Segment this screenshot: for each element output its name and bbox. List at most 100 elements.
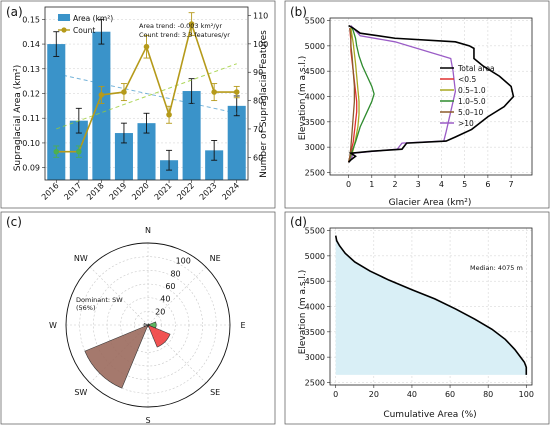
panel-b-xtick-label: 3 bbox=[416, 180, 421, 189]
sector-SE bbox=[147, 324, 171, 348]
area-trend-line bbox=[56, 73, 237, 114]
panel-b-xtick-label: 4 bbox=[439, 180, 444, 189]
panel-b-xlabel: Glacier Area (km²) bbox=[389, 198, 472, 208]
panel-d-ytick-label: 4500 bbox=[305, 277, 325, 286]
panel-a-ytick-label: 0.11 bbox=[22, 114, 40, 123]
area-bar-2018 bbox=[92, 31, 111, 181]
polar-spoke bbox=[147, 266, 207, 326]
panel-c-direction-labels: N NE E SE S SW W NW bbox=[49, 226, 245, 425]
legend-label-count: Count bbox=[73, 26, 95, 35]
panel-d-x-ticks: 0 20 40 60 80 100 bbox=[333, 385, 534, 399]
count-point-2024 bbox=[233, 89, 240, 95]
panel-d-ytick-label: 5000 bbox=[305, 252, 325, 261]
panel-d-ytick-label: 5500 bbox=[305, 227, 325, 236]
panel-d-frame bbox=[284, 211, 550, 425]
panel-b-xtick-label: 5 bbox=[462, 180, 467, 189]
panel-label-a: (a) bbox=[6, 5, 23, 19]
panel-a-bars bbox=[47, 18, 246, 181]
panel-d-ytick-label: 2500 bbox=[305, 378, 325, 387]
radial-tick-label: 20 bbox=[155, 307, 165, 316]
panel-a-trend-lines bbox=[56, 63, 237, 130]
direction-label-SW: SW bbox=[74, 388, 87, 397]
polar-ring bbox=[120, 297, 176, 353]
profile-line bbox=[347, 24, 515, 163]
panel-a-annotation-area-trend: Area trend: -0.003 km²/yr bbox=[139, 22, 222, 30]
panel-label-b: (b) bbox=[290, 5, 307, 19]
panel-b-x-ticks: 0 1 2 3 4 5 6 7 bbox=[346, 175, 514, 189]
panel-d-ytick-label: 4000 bbox=[305, 303, 325, 312]
count-trend-line bbox=[56, 63, 237, 130]
panel-d-xlabel: Cumulative Area (%) bbox=[383, 410, 476, 420]
legend-swatch-area bbox=[58, 14, 70, 21]
panel-label-d: (d) bbox=[290, 215, 307, 229]
panel-d-xtick-label: 100 bbox=[519, 390, 534, 399]
area-bar-2019 bbox=[114, 133, 133, 180]
panel-d-annotation-median: Median: 4075 m bbox=[470, 264, 523, 272]
direction-label-S: S bbox=[145, 416, 150, 425]
panel-a-xtick-label: 2018 bbox=[85, 181, 106, 202]
panel-a-ytick-label: 0.14 bbox=[22, 40, 40, 49]
panel-c-frame bbox=[0, 211, 276, 425]
panel-b-ytick-label: 4500 bbox=[305, 67, 325, 76]
direction-label-W: W bbox=[49, 321, 57, 330]
panel-b-ytick-label: 5500 bbox=[305, 17, 325, 26]
panel-a-ytick-label: 0.13 bbox=[22, 65, 40, 74]
panel-b-ytick-label: 2500 bbox=[305, 168, 325, 177]
panel-a-xtick-label: 2016 bbox=[40, 181, 61, 202]
count-point-2021 bbox=[166, 111, 172, 118]
legend-swatch-count-marker bbox=[61, 27, 67, 33]
panel-d-xtick-label: 80 bbox=[483, 390, 493, 399]
panel-b-ytick-label: 5000 bbox=[305, 42, 325, 51]
panel-b-xtick-label: 6 bbox=[485, 180, 490, 189]
panel-a-ytick-label: 0.15 bbox=[22, 15, 40, 24]
panel-a-y2tick-label: 90 bbox=[253, 68, 263, 77]
panel-c-annotation-percent: (56%) bbox=[76, 304, 96, 312]
panel-b-xtick-label: 1 bbox=[369, 180, 374, 189]
panel-b-ytick-label: 3000 bbox=[305, 143, 325, 152]
panel-a-ytick-label: 0.12 bbox=[22, 90, 40, 99]
direction-label-NE: NE bbox=[210, 254, 221, 263]
panel-a-xtick-label: 2017 bbox=[62, 181, 83, 202]
count-point-2020 bbox=[143, 43, 150, 50]
panel-a-ylabel: Supraglacial Area (km²) bbox=[13, 65, 23, 172]
panel-d-xtick-label: 0 bbox=[333, 390, 338, 399]
panel-a-y2label: Number of Supraglacial Features bbox=[259, 30, 269, 178]
panel-d-ylabel: Elevation (m a.s.l.) bbox=[298, 270, 308, 355]
legend-label: 5.0–10 bbox=[458, 108, 483, 117]
legend-label-area: Area (km²) bbox=[73, 14, 113, 23]
panel-d-y-ticks: 2500 3000 3500 4000 4500 5000 5500 bbox=[305, 227, 330, 387]
panel-d-area bbox=[334, 235, 528, 375]
panel-a-xtick-label: 2024 bbox=[220, 181, 241, 202]
panel-a-x-ticks: 2016 2017 2018 2019 2020 2021 2022 2023 2024 bbox=[40, 180, 241, 202]
panel-a-ytick-label: 0.09 bbox=[22, 164, 40, 173]
panel-d-ytick-label: 3500 bbox=[305, 328, 325, 337]
sector-SW bbox=[84, 324, 149, 389]
direction-label-N: N bbox=[145, 226, 151, 235]
count-point-2023 bbox=[211, 89, 217, 95]
panel-b-lines bbox=[347, 24, 515, 163]
panel-d-xtick-label: 20 bbox=[369, 390, 379, 399]
panel-b-frame bbox=[284, 0, 550, 209]
profile-line bbox=[347, 28, 356, 163]
panel-a-xtick-label: 2022 bbox=[175, 181, 196, 202]
panel-a-frame bbox=[0, 0, 276, 209]
panel-b-legend: Total area <0.5 0.5–1.0 1.0–5.0 5.0–10 >10 bbox=[440, 64, 495, 128]
panel-a: 0.09 0.10 0.11 0.12 0.13 0.14 0.15 60 70 80 90 100… bbox=[13, 6, 269, 202]
panel-b-ytick-label: 3500 bbox=[305, 118, 325, 127]
panel-b-grid bbox=[330, 18, 532, 175]
polar-ring bbox=[93, 270, 203, 380]
area-bar-2022 bbox=[182, 91, 201, 180]
panel-d-xtick-label: 40 bbox=[407, 390, 417, 399]
panel-b-xtick-label: 2 bbox=[392, 180, 397, 189]
legend-label: >10 bbox=[458, 119, 474, 128]
area-bar-2020 bbox=[137, 123, 156, 180]
cumulative-area-fill bbox=[335, 235, 527, 375]
direction-label-SE: SE bbox=[210, 388, 220, 397]
profile-line bbox=[347, 25, 375, 163]
panel-b-xtick-label: 0 bbox=[346, 180, 351, 189]
radial-tick-label: 80 bbox=[170, 269, 180, 278]
panel-a-annotation-count-trend: Count trend: 3.3 features/yr bbox=[139, 31, 230, 39]
sector-W bbox=[143, 323, 149, 327]
panel-c-annotation-dominant: Dominant: SW bbox=[76, 296, 123, 304]
radial-tick-label: 60 bbox=[165, 282, 175, 291]
